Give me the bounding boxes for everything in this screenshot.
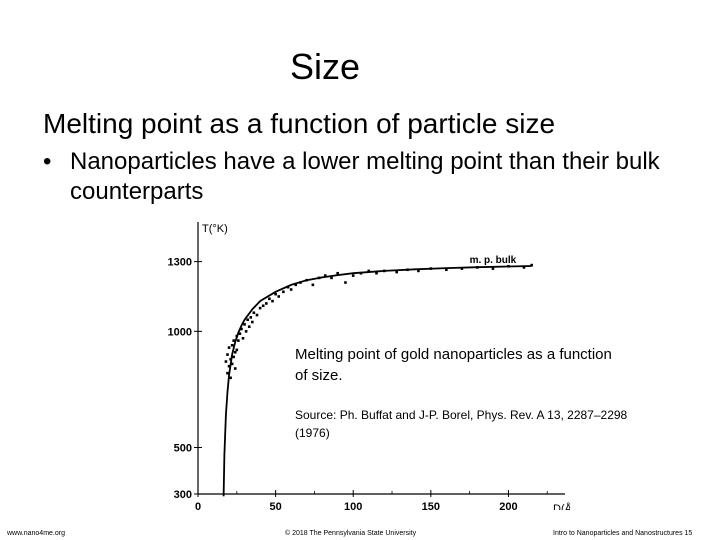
data-point <box>417 269 420 273</box>
melting-point-chart: 300 500 1000 1300 0 50 100 150 200 T(°K) D(Å) m. p… <box>168 222 570 510</box>
data-point <box>311 283 315 287</box>
figure-source: Source: Ph. Buffat and J-P. Borel, Phys.… <box>295 408 628 440</box>
data-point <box>235 348 239 352</box>
data-point <box>238 332 242 335</box>
data-point <box>344 281 347 284</box>
data-point <box>271 299 274 303</box>
data-point <box>226 371 229 375</box>
x-tick-label: 200 <box>499 501 517 510</box>
x-tick-label: 50 <box>269 501 281 510</box>
data-point <box>230 343 234 347</box>
data-point <box>491 267 495 270</box>
data-point <box>232 355 235 359</box>
data-point <box>294 283 298 287</box>
data-point <box>233 367 237 370</box>
data-point <box>227 364 231 368</box>
data-point <box>233 350 237 354</box>
data-point <box>232 339 235 342</box>
data-point <box>246 318 249 322</box>
y-tick-label: 500 <box>174 443 192 455</box>
data-point <box>230 362 234 366</box>
data-point <box>264 302 268 305</box>
y-tick-label: 1300 <box>168 257 192 269</box>
data-point <box>336 271 339 275</box>
x-axis-label: D(Å) <box>553 502 570 510</box>
data-point <box>252 311 256 315</box>
bullet-item: • Nanoparticles have a lower melting poi… <box>43 147 693 207</box>
data-point <box>237 339 240 342</box>
data-point <box>244 330 248 333</box>
data-point <box>268 297 271 301</box>
data-point <box>251 320 254 324</box>
data-point <box>445 268 448 272</box>
slide-subtitle: Melting point as a function of particle … <box>43 108 556 139</box>
data-point <box>323 274 327 277</box>
chart-labels: T(°K) D(Å) m. p. bulk <box>202 223 570 510</box>
data-point <box>261 304 265 308</box>
data-point <box>460 267 464 270</box>
data-point <box>241 337 245 340</box>
chart-axes <box>197 222 565 495</box>
figure-caption: Melting point of gold nanoparticles as a… <box>295 346 612 384</box>
bulk-melting-point-label: m. p. bulk <box>470 255 517 266</box>
data-point <box>277 295 281 298</box>
data-point <box>395 270 398 274</box>
data-point <box>530 263 534 267</box>
data-point <box>282 290 285 294</box>
footer-website: www.nano4me.org <box>7 530 65 537</box>
data-point <box>229 376 232 380</box>
y-axis-label: T(°K) <box>202 223 228 235</box>
slide-title: Size <box>289 46 361 87</box>
data-point <box>243 323 246 326</box>
data-point <box>224 360 228 363</box>
x-tick-label: 0 <box>195 501 201 510</box>
bullet-text: Nanoparticles have a lower melting point… <box>70 148 660 205</box>
fit-curve <box>222 265 532 497</box>
y-tick-label: 1000 <box>168 326 192 338</box>
data-point <box>330 276 333 280</box>
data-point <box>255 313 259 317</box>
fit-curve-group <box>222 265 532 497</box>
data-point <box>367 269 371 273</box>
data-point <box>289 288 293 291</box>
y-tick-label: 300 <box>174 489 192 501</box>
footer-course: Intro to Nanoparticles and Nanostructure… <box>553 530 693 537</box>
x-tick-label: 100 <box>344 501 362 510</box>
data-point <box>522 266 526 269</box>
data-point <box>258 306 262 310</box>
data-point <box>375 271 378 275</box>
data-point <box>227 346 231 349</box>
data-point <box>351 274 355 277</box>
data-point <box>240 327 243 331</box>
data-point <box>226 353 229 356</box>
x-tick-label: 150 <box>422 501 440 510</box>
data-point <box>247 325 251 328</box>
bullet-dot: • <box>43 148 52 175</box>
footer-copyright: © 2018 The Pennsylvania State University <box>285 530 417 537</box>
chart-ticks: 300 500 1000 1300 0 50 100 150 200 <box>168 257 548 510</box>
data-point <box>249 316 253 319</box>
data-point <box>274 292 277 296</box>
